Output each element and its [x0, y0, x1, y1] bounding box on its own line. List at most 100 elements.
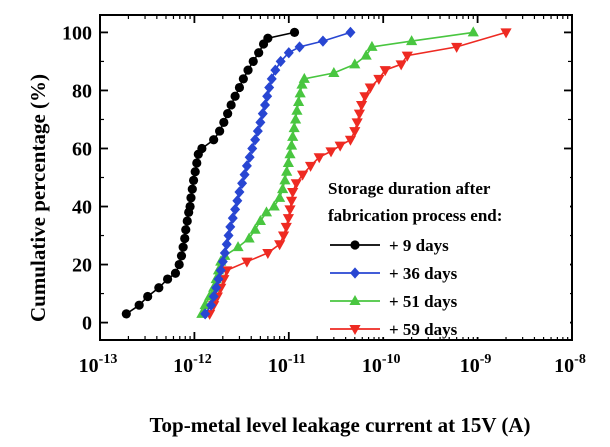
data-point — [215, 264, 226, 276]
data-point — [373, 74, 385, 85]
data-point — [379, 66, 391, 77]
data-point — [192, 158, 202, 168]
data-point — [262, 248, 274, 259]
data-point — [290, 179, 302, 190]
data-point — [353, 109, 366, 120]
x-tick-label: 10-12 — [173, 352, 212, 377]
data-point — [208, 290, 219, 303]
legend-label: + 51 days — [389, 292, 458, 311]
series-line — [125, 31, 295, 315]
data-point — [285, 196, 298, 207]
data-point — [247, 142, 258, 155]
data-point — [219, 117, 229, 127]
data-point — [304, 161, 317, 172]
data-point — [234, 186, 245, 198]
y-tick-label: 20 — [72, 255, 92, 277]
data-point — [401, 51, 413, 62]
data-point — [344, 135, 357, 146]
x-tick-label: 10-10 — [362, 352, 401, 377]
data-point — [279, 174, 291, 185]
legend: Storage duration after fabrication proces… — [322, 172, 570, 339]
data-point — [248, 56, 258, 67]
data-point — [359, 92, 371, 103]
data-point — [257, 108, 268, 120]
data-point — [221, 238, 232, 250]
data-point — [255, 116, 266, 128]
data-point — [254, 48, 264, 58]
data-point — [282, 156, 294, 167]
data-point — [223, 109, 233, 119]
data-point — [254, 215, 266, 226]
data-point — [230, 203, 241, 216]
legend-swatch-marker — [349, 295, 361, 305]
data-point — [345, 26, 356, 39]
data-point — [366, 40, 378, 51]
data-point — [178, 242, 188, 252]
data-point — [325, 147, 337, 158]
x-tick-label: 10-11 — [268, 352, 306, 377]
y-tick-label: 80 — [72, 80, 92, 102]
data-point — [180, 233, 190, 244]
data-point — [232, 241, 244, 252]
x-tick-label: 10-13 — [79, 352, 118, 377]
data-point — [292, 96, 305, 107]
data-point — [275, 55, 286, 68]
data-point — [291, 104, 303, 115]
data-point — [197, 143, 207, 154]
data-point — [284, 205, 296, 216]
data-point — [277, 183, 289, 194]
data-point — [274, 240, 286, 251]
data-point — [285, 139, 298, 150]
data-point — [287, 188, 299, 199]
data-point — [298, 72, 310, 83]
data-point — [355, 100, 368, 111]
data-point — [217, 256, 228, 268]
data-point — [176, 251, 187, 261]
data-point — [260, 99, 271, 111]
data-point — [238, 74, 248, 84]
data-point — [262, 90, 273, 102]
data-point — [395, 60, 407, 71]
data-point — [264, 81, 275, 94]
data-point — [206, 299, 217, 311]
data-point — [281, 165, 293, 176]
data-point — [186, 193, 196, 203]
data-point — [226, 100, 236, 110]
data-point — [334, 141, 346, 152]
legend-swatch-marker — [349, 325, 361, 335]
data-point — [243, 65, 253, 75]
data-point — [277, 231, 290, 242]
x-tick-label: 10-8 — [554, 352, 586, 377]
data-point — [294, 41, 305, 53]
data-point — [143, 291, 153, 302]
data-point — [500, 28, 512, 39]
x-axis-title: Top-metal level leakage current at 15V (… — [149, 413, 530, 437]
legend-label: + 9 days — [389, 236, 449, 255]
data-point — [364, 83, 376, 94]
data-point — [260, 206, 273, 217]
data-point — [360, 49, 372, 60]
series-line — [208, 31, 507, 315]
data-point — [213, 273, 224, 285]
data-point — [185, 201, 195, 212]
data-point — [200, 308, 211, 320]
data-point — [181, 225, 191, 235]
data-point — [187, 184, 197, 194]
plot-area: 10-13 10-12 10-11 10-10 10-9 10-8 0 20 40 60 80 100 — [62, 14, 586, 377]
legend-background — [322, 172, 570, 337]
data-point — [190, 167, 200, 177]
data-point — [313, 153, 325, 164]
data-point — [174, 259, 184, 270]
data-point — [270, 64, 281, 76]
y-tick-label: 0 — [82, 313, 92, 335]
data-point — [227, 212, 238, 224]
data-point — [283, 47, 294, 59]
data-point — [294, 87, 306, 98]
series-36-days — [200, 26, 356, 320]
data-point — [467, 26, 479, 37]
data-point — [239, 168, 250, 181]
data-point — [406, 35, 418, 46]
data-point — [121, 309, 131, 319]
data-point — [188, 175, 199, 186]
